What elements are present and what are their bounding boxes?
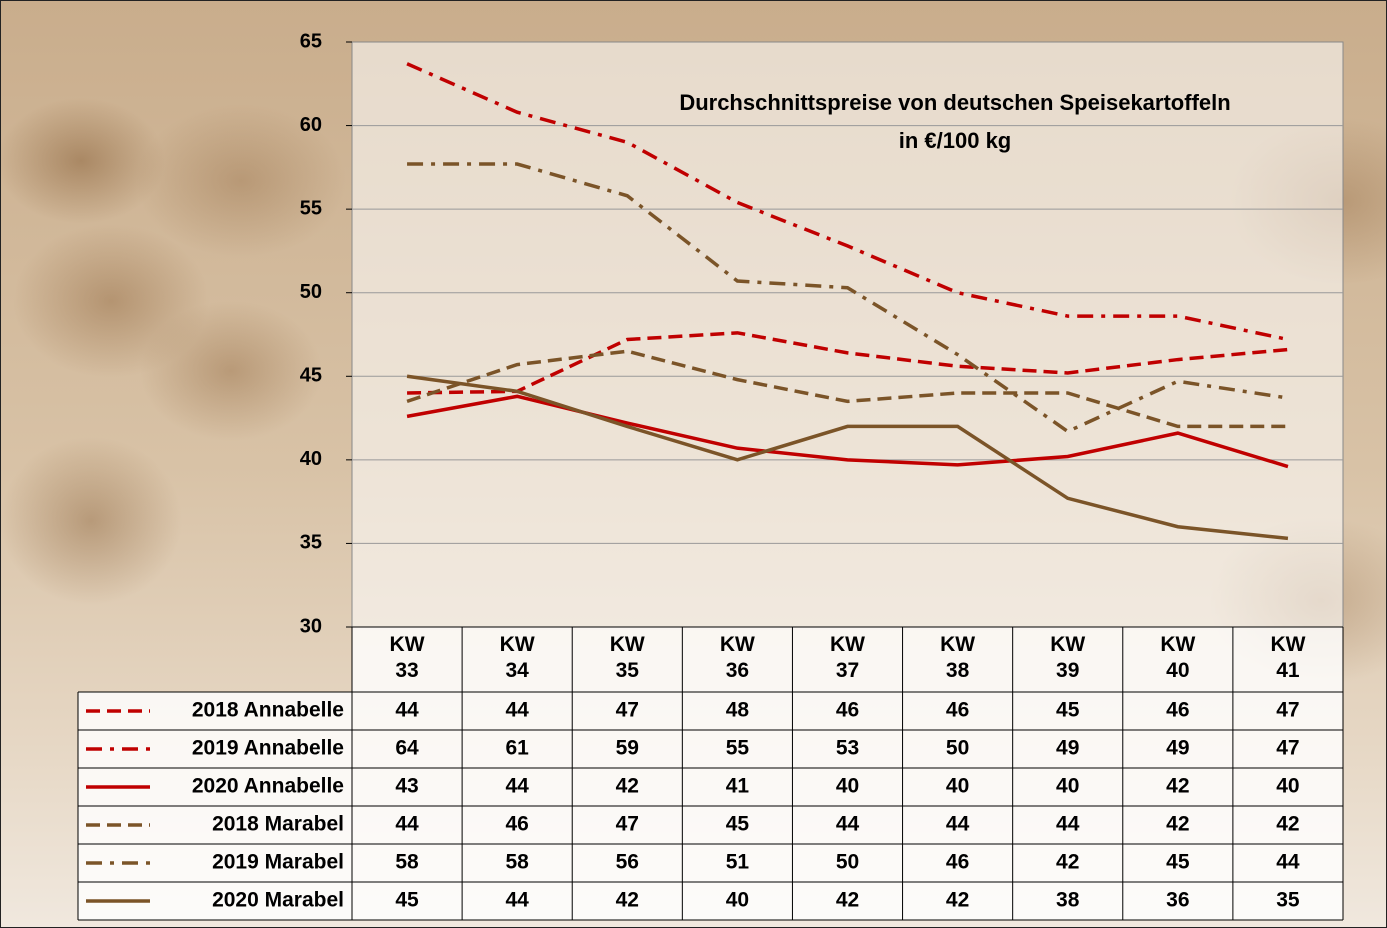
x-tick-label: KW 38: [928, 632, 988, 684]
table-value: 50: [836, 851, 859, 874]
table-value: 49: [1056, 737, 1079, 760]
table-value: 42: [836, 889, 859, 912]
table-value: 40: [1056, 775, 1079, 798]
x-tick-label: KW 37: [818, 632, 878, 684]
table-value: 36: [1166, 889, 1189, 912]
table-value: 46: [946, 699, 969, 722]
x-tick-label: KW 36: [707, 632, 767, 684]
y-tick-label: 55: [300, 197, 322, 219]
table-value: 44: [505, 775, 529, 798]
table-value: 40: [946, 775, 969, 798]
y-tick-label: 35: [300, 532, 322, 554]
table-value: 44: [1056, 813, 1080, 836]
x-tick-label: KW 35: [597, 632, 657, 684]
table-value: 42: [1166, 813, 1189, 836]
y-tick-label: 50: [300, 281, 322, 303]
table-value: 55: [726, 737, 750, 760]
table-value: 53: [836, 737, 859, 760]
x-tick-label: KW 41: [1258, 632, 1318, 684]
plot-area: [352, 42, 1343, 627]
table-value: 64: [395, 737, 419, 760]
table-value: 51: [726, 851, 750, 874]
table-value: 56: [616, 851, 639, 874]
table-value: 46: [946, 851, 969, 874]
table-value: 58: [395, 851, 419, 874]
y-tick-label: 65: [300, 30, 322, 52]
legend-label: 2020 Annabelle: [192, 775, 344, 798]
table-value: 40: [1276, 775, 1299, 798]
table-value: 59: [616, 737, 639, 760]
table-value: 47: [616, 699, 639, 722]
table-value: 45: [726, 813, 750, 836]
table-value: 43: [395, 775, 418, 798]
table-value: 48: [726, 699, 750, 722]
table-value: 45: [1166, 851, 1190, 874]
chart: Durchschnittspreise von deutschen Speise…: [0, 0, 1387, 928]
table-value: 41: [726, 775, 750, 798]
y-tick-label: 60: [300, 114, 322, 136]
x-tick-label: KW 34: [487, 632, 547, 684]
table-value: 49: [1166, 737, 1189, 760]
table-value: 61: [505, 737, 529, 760]
legend-label: 2018 Annabelle: [192, 699, 344, 722]
y-tick-label: 30: [300, 615, 322, 637]
table-value: 44: [836, 813, 860, 836]
table-value: 44: [1276, 851, 1300, 874]
table-value: 42: [946, 889, 969, 912]
x-tick-label: KW 33: [377, 632, 437, 684]
table-value: 40: [726, 889, 749, 912]
y-tick-label: 45: [300, 365, 322, 387]
table-value: 46: [505, 813, 528, 836]
chart-subtitle: in €/100 kg: [899, 128, 1012, 153]
table-value: 46: [1166, 699, 1189, 722]
table-value: 42: [1166, 775, 1189, 798]
legend-label: 2018 Marabel: [212, 813, 344, 836]
table-value: 44: [946, 813, 970, 836]
table-value: 47: [616, 813, 639, 836]
table-value: 42: [616, 775, 639, 798]
legend-label: 2019 Marabel: [212, 851, 344, 874]
table-value: 42: [1276, 813, 1299, 836]
legend-label: 2020 Marabel: [212, 889, 344, 912]
table-value: 40: [836, 775, 859, 798]
table-value: 44: [505, 889, 529, 912]
table-value: 44: [395, 699, 419, 722]
table-value: 45: [1056, 699, 1080, 722]
table-value: 47: [1276, 737, 1299, 760]
table-value: 42: [1056, 851, 1079, 874]
table-value: 38: [1056, 889, 1080, 912]
chart-title: Durchschnittspreise von deutschen Speise…: [679, 90, 1230, 115]
table-value: 42: [616, 889, 639, 912]
y-tick-label: 40: [300, 448, 322, 470]
x-tick-label: KW 40: [1148, 632, 1208, 684]
x-tick-label: KW 39: [1038, 632, 1098, 684]
table-value: 44: [505, 699, 529, 722]
table-value: 50: [946, 737, 969, 760]
table-value: 58: [505, 851, 529, 874]
table-value: 44: [395, 813, 419, 836]
table-value: 45: [395, 889, 419, 912]
legend-label: 2019 Annabelle: [192, 737, 344, 760]
table-value: 35: [1276, 889, 1300, 912]
table-value: 47: [1276, 699, 1299, 722]
table-value: 46: [836, 699, 859, 722]
